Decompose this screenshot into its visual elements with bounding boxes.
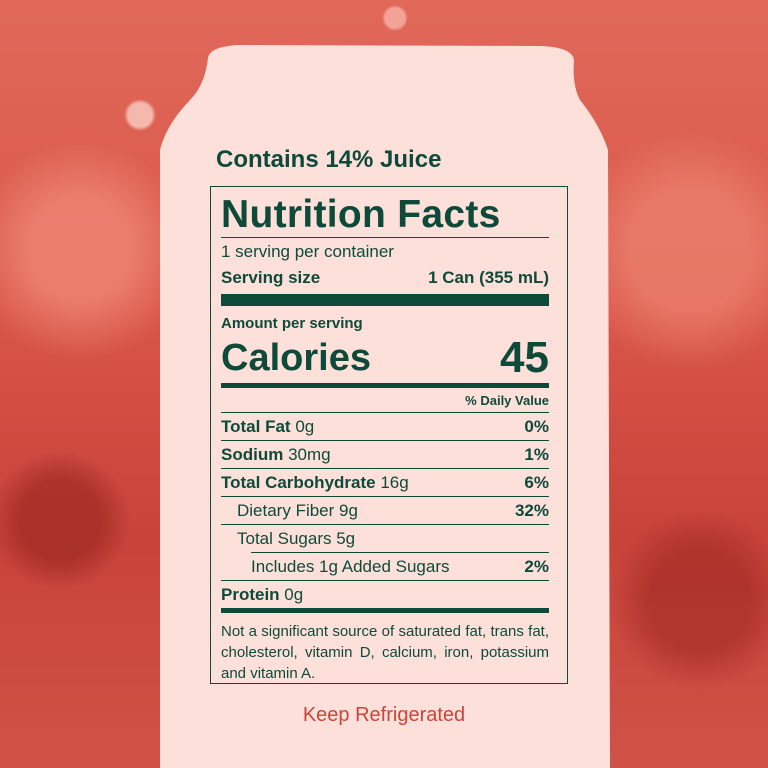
nutrient-row: Total Fat 0g 0% <box>221 416 549 436</box>
servings: 1 serving per container <box>221 242 394 261</box>
serving-size-label: Serving size <box>221 268 321 287</box>
nutrient-row: Includes 1g Added Sugars 2% <box>251 556 549 576</box>
juice-content: Contains 14% Juice <box>216 146 442 173</box>
panel-title: Nutrition Facts <box>221 193 501 236</box>
daily-value-header: % Daily Value <box>465 393 549 408</box>
footnote: Not a significant source of saturated fa… <box>221 623 549 682</box>
nutrient-row: Protein 0g <box>221 584 304 604</box>
nutrient-row: Dietary Fiber 9g 32% <box>237 500 549 520</box>
nutrient-row: Sodium 30mg 1% <box>221 444 549 464</box>
nutrient-row: Total Carbohydrate 16g 6% <box>221 472 549 492</box>
calories-label: Calories <box>221 337 371 379</box>
nutrition-facts-panel: Nutrition Facts 1 serving per container … <box>210 186 568 684</box>
storage-note: Keep Refrigerated <box>302 704 466 726</box>
serving-size-value: 1 Can (355 mL) <box>428 268 549 287</box>
nutrient-row: Total Sugars 5g <box>237 528 356 548</box>
calories-value: 45 <box>500 333 549 382</box>
amount-per-serving: Amount per serving <box>221 315 363 332</box>
